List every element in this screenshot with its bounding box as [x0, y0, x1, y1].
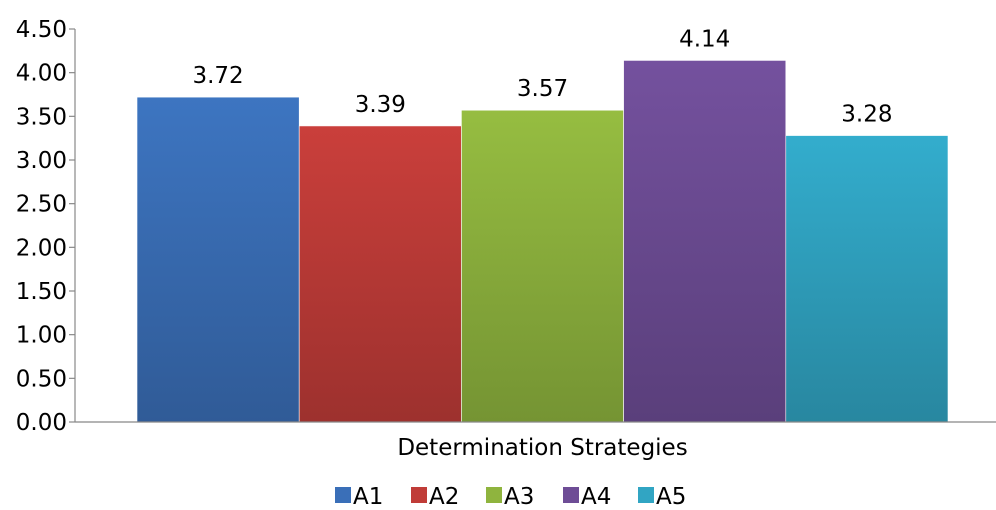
y-tick-label: 4.50: [16, 17, 67, 43]
legend-swatch-a1: [335, 487, 351, 503]
y-tick-label: 3.50: [16, 104, 67, 130]
bars: [136, 60, 949, 423]
data-label-a1: 3.72: [192, 63, 243, 89]
legend-label-a2: A2: [429, 484, 459, 510]
legend-label-a4: A4: [581, 484, 611, 510]
legend-swatch-a2: [411, 487, 427, 503]
y-tick-label: 0.00: [16, 410, 67, 436]
x-axis: Determination Strategies: [75, 421, 996, 461]
legend-label-a3: A3: [504, 484, 534, 510]
data-label-a4: 4.14: [679, 26, 730, 52]
y-axis: 0.00 0.50 1.00 1.50 2.00 2.50 3.00 3.50 4.00 4.50: [16, 17, 76, 436]
y-tick-label: 1.50: [16, 279, 67, 305]
bar-a2: [298, 125, 462, 423]
y-tick-label: 3.00: [16, 148, 67, 174]
data-label-a2: 3.39: [355, 92, 406, 118]
data-label-a5: 3.28: [841, 102, 892, 128]
y-tick-label: 0.50: [16, 366, 67, 392]
bar-a4: [623, 60, 787, 423]
legend-label-a1: A1: [353, 484, 383, 510]
bar-a5: [785, 135, 949, 423]
y-tick-label: 2.50: [16, 192, 67, 218]
data-labels: 3.72 3.39 3.57 4.14 3.28: [192, 26, 892, 127]
y-tick-label: 2.00: [16, 235, 67, 261]
legend: A1 A2 A3 A4 A5: [335, 484, 686, 510]
category-label: Determination Strategies: [397, 435, 687, 461]
legend-swatch-a4: [563, 487, 579, 503]
legend-swatch-a5: [638, 487, 654, 503]
y-tick-label: 1.00: [16, 323, 67, 349]
bar-a1: [136, 96, 300, 423]
legend-swatch-a3: [486, 487, 502, 503]
bar-a3: [461, 109, 624, 423]
legend-label-a5: A5: [656, 484, 686, 510]
data-label-a3: 3.57: [517, 76, 568, 102]
y-tick-label: 4.00: [16, 61, 67, 87]
